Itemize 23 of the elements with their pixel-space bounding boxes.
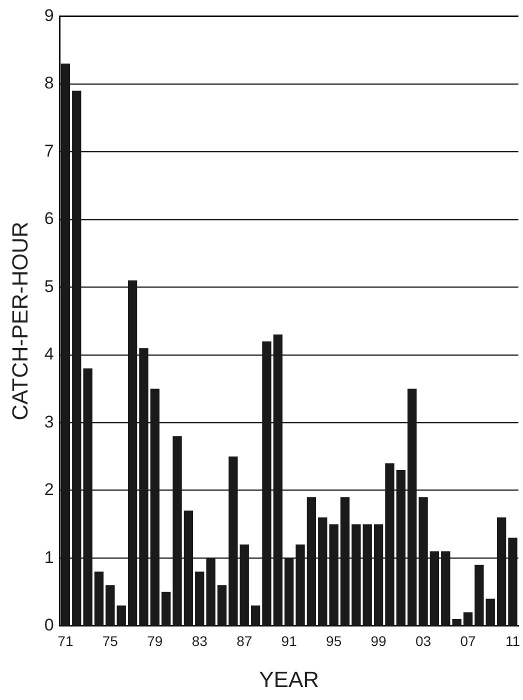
x-tick-label: 95 (326, 633, 342, 650)
x-axis-title: YEAR (259, 666, 320, 692)
y-tick-label: 5 (44, 276, 54, 296)
x-tick-label: 07 (460, 633, 476, 650)
x-tick-label: 03 (415, 633, 432, 650)
y-tick-label: 6 (44, 209, 54, 228)
y-tick-label: 7 (44, 141, 54, 160)
x-tick-label: 79 (147, 633, 163, 650)
x-tick-label: 99 (370, 633, 387, 650)
y-tick-label: 8 (44, 74, 54, 93)
x-tick-label: 87 (236, 633, 252, 650)
y-tick-label: 9 (44, 6, 54, 25)
y-tick-label: 2 (44, 480, 54, 500)
x-tick-label: 71 (58, 633, 74, 650)
x-tick-label: 91 (281, 633, 298, 650)
y-tick-label: 1 (44, 548, 54, 567)
y-axis-title: CATCH-PER-HOUR (7, 222, 32, 420)
y-tick-label: 3 (44, 412, 54, 432)
y-tick-label: 4 (44, 344, 54, 364)
x-tick-label: 11 (505, 633, 520, 650)
x-tick-label: 75 (102, 633, 118, 650)
y-tick-label: 0 (44, 615, 54, 634)
x-tick-label: 83 (192, 633, 208, 650)
